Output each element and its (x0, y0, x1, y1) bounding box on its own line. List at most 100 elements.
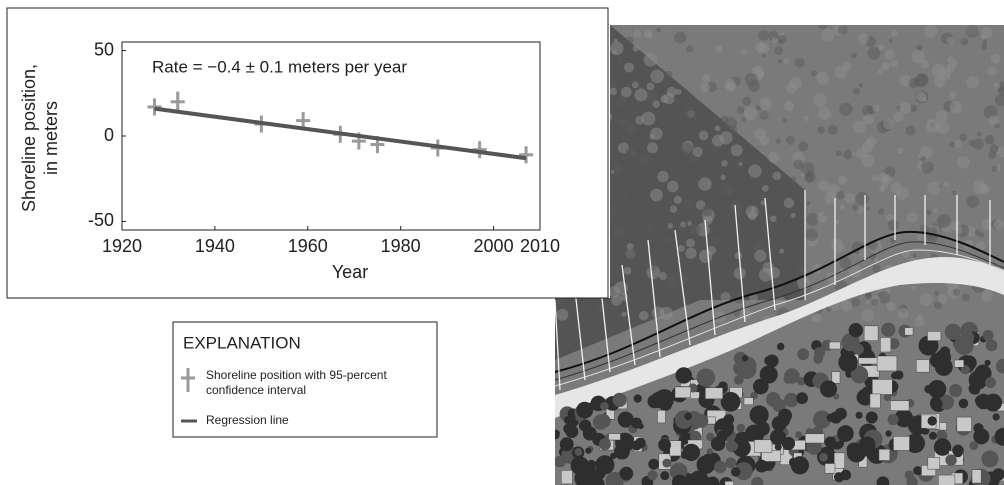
tree (555, 455, 566, 468)
tree (728, 441, 738, 451)
foliage (996, 146, 1004, 158)
foliage (798, 141, 809, 152)
foliage (657, 170, 669, 183)
foliage (685, 247, 697, 259)
plot-frame (121, 41, 541, 231)
foliage (800, 172, 806, 178)
foliage (981, 290, 993, 302)
tree (982, 329, 994, 341)
foliage (721, 160, 728, 167)
foliage (890, 29, 898, 37)
tree (660, 471, 670, 481)
foliage (643, 52, 658, 67)
foliage (751, 207, 756, 212)
foliage (621, 311, 627, 317)
y-tick-label: 50 (94, 39, 114, 59)
foliage (946, 62, 956, 72)
tree (985, 339, 998, 352)
foliage (740, 49, 748, 56)
tree (619, 466, 634, 481)
house (878, 449, 891, 461)
tree (796, 392, 808, 405)
foliage (920, 60, 930, 69)
foliage (757, 42, 770, 55)
tree (725, 457, 737, 469)
foliage (839, 256, 852, 269)
tree (958, 398, 969, 409)
tree (631, 440, 642, 451)
legend-box (172, 321, 438, 438)
foliage (864, 292, 873, 300)
tree (565, 425, 579, 439)
foliage (982, 39, 988, 45)
tree (881, 322, 896, 337)
y-tick-label: 0 (104, 125, 114, 145)
tree (927, 379, 947, 399)
foliage (701, 205, 713, 217)
foliage (677, 273, 688, 284)
house (829, 341, 841, 350)
foliage (768, 151, 780, 164)
foliage (961, 293, 970, 302)
tree (696, 368, 716, 388)
foliage (664, 276, 677, 289)
tree (684, 412, 692, 421)
foliage (645, 259, 658, 271)
tree (797, 348, 810, 361)
tree (647, 470, 658, 481)
foliage (689, 223, 702, 236)
foliage (646, 224, 654, 231)
tree (706, 432, 715, 442)
tree (954, 335, 974, 355)
foliage (981, 43, 988, 50)
foliage (778, 39, 783, 45)
foliage (639, 181, 645, 187)
foliage (899, 102, 912, 115)
foliage (674, 31, 687, 44)
foliage (911, 49, 925, 63)
tree (829, 411, 843, 424)
foliage (625, 146, 635, 156)
tree (733, 361, 747, 376)
house (954, 359, 965, 368)
foliage (748, 164, 762, 178)
foliage (775, 138, 782, 144)
foliage (948, 91, 957, 100)
tree (850, 365, 869, 384)
foliage (712, 117, 718, 122)
foliage (893, 111, 904, 123)
tree (734, 462, 753, 481)
foliage (816, 71, 829, 85)
tree (574, 468, 594, 485)
foliage (652, 100, 660, 108)
tree (913, 466, 923, 476)
foliage (816, 211, 829, 223)
tree (633, 394, 642, 403)
x-tick-label: 1960 (288, 236, 328, 256)
tree (720, 391, 741, 412)
foliage (683, 106, 697, 120)
tree (592, 414, 609, 430)
foliage (687, 221, 692, 226)
regression-line (154, 106, 527, 161)
tree (658, 438, 671, 452)
house (880, 337, 892, 353)
foliage (913, 73, 928, 88)
tree (841, 333, 860, 352)
foliage (884, 49, 896, 61)
legend-title: EXPLANATION (183, 333, 301, 352)
house (876, 355, 898, 372)
foliage (993, 82, 1001, 89)
foliage (720, 291, 731, 303)
foliage (951, 189, 957, 196)
foliage (635, 115, 645, 125)
foliage (660, 95, 669, 104)
tree (968, 370, 988, 390)
tree (846, 442, 862, 458)
foliage (626, 243, 634, 251)
foliage (685, 238, 695, 248)
y-axis-label: Shoreline position, (19, 64, 39, 212)
tree (705, 476, 720, 485)
foliage (919, 146, 933, 159)
foliage (783, 197, 795, 209)
